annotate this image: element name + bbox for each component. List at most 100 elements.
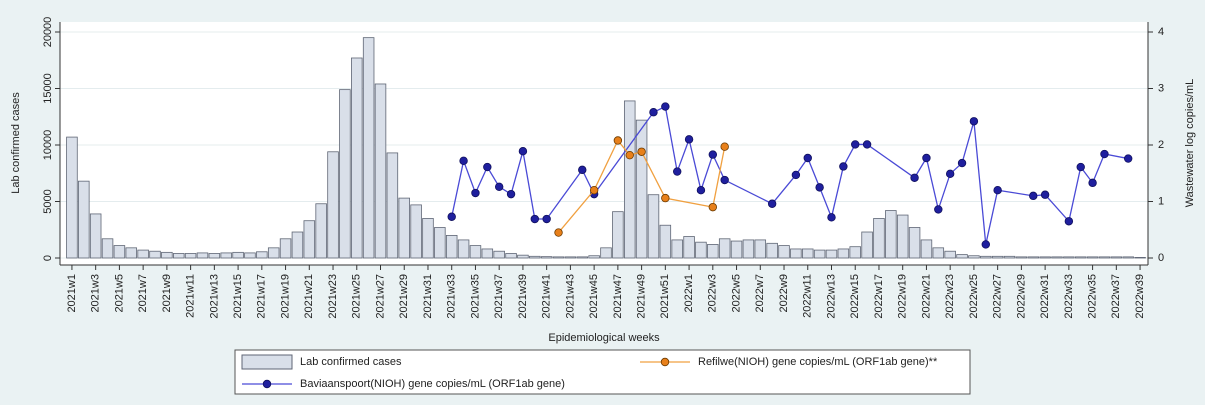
y-tick-label: 15000 [42,73,54,104]
bar [564,256,577,259]
bar [683,236,695,259]
y-tick-label: 5000 [42,189,54,213]
bar [315,203,327,259]
x-tick-label: 2021w27 [374,274,386,319]
bar [920,239,933,259]
series-line [558,139,726,233]
x-tick-label: 2022w23 [944,274,956,319]
x-tick-label: 2021w15 [232,274,244,319]
bar [908,227,921,259]
bar [540,256,553,259]
x-tick-label: 2022w25 [968,274,980,319]
series-marker [589,185,599,195]
series-marker [518,147,528,156]
x-tick-label: 2021w13 [208,274,220,319]
series-marker [684,135,694,144]
series-marker [471,188,480,198]
x-tick-label: 2021w37 [493,274,505,319]
series-marker [1100,149,1109,159]
x-tick-label: 2022w33 [1063,274,1075,319]
x-tick-label: 2022w13 [825,274,837,319]
bar [707,244,719,259]
series-marker [613,136,623,145]
series-marker [851,140,860,149]
bar [1039,256,1051,259]
series-marker [791,170,801,180]
legend [234,349,971,395]
x-tick-label: 2022w31 [1039,274,1051,319]
series-marker [696,185,706,195]
bar [778,245,790,259]
bar [505,253,517,259]
series-marker [862,140,872,149]
y-tick-label: 20000 [42,17,54,48]
bar [208,253,221,259]
series-marker [578,165,587,175]
x-tick-label: 2022w27 [992,274,1004,319]
x-tick-label: 2022w29 [1015,274,1027,319]
bar [220,252,232,259]
legend-label: Baviaanspoort(NIOH) gene copies/mL (ORF1… [300,378,565,390]
bar [303,220,316,259]
series-marker [708,202,718,212]
bar [885,210,897,259]
series-marker [625,150,634,160]
x-tick-label: 2021w19 [279,274,291,319]
bar [896,214,909,259]
x-tick-label: 2021w33 [446,274,458,319]
x-tick-label: 2021w25 [351,274,363,319]
x-tick-label: 2022w1 [683,274,695,313]
bar [1027,256,1039,259]
bar [588,255,600,259]
bar [173,253,185,259]
bar [184,253,197,259]
bar [600,247,612,259]
bar [730,240,743,259]
series-marker [1088,178,1097,188]
bar [849,246,861,259]
legend-swatch [241,354,293,370]
series-marker [815,183,824,192]
bar [718,238,731,259]
plot-area [60,22,1148,265]
x-tick-label: 2021w43 [564,274,576,319]
x-tick-label: 2022w11 [802,274,814,318]
bar [813,249,826,259]
bar [1134,257,1146,259]
series-marker [506,189,516,199]
bar [267,247,280,259]
legend-label: Lab confirmed cases [300,356,402,368]
bar [956,254,968,259]
bar [576,256,589,259]
bar [647,194,660,259]
bar [1063,256,1075,259]
bar [410,204,422,259]
x-tick-label: 2021w29 [398,274,410,319]
legend-marker [262,379,272,389]
bar [517,254,529,259]
x-tick-label: 2022w17 [873,274,885,319]
series-marker [673,167,682,176]
x-tick-label: 2022w9 [778,274,790,313]
bar [1003,255,1016,259]
bar [232,251,244,259]
y2-tick-label: 3 [1158,82,1164,94]
x-tick-label: 2022w19 [897,274,909,319]
bar [339,89,351,259]
bar [802,248,814,259]
x-tick-label: 2021w3 [90,274,102,313]
x-tick-label: 2022w39 [1134,274,1146,319]
series-marker [993,185,1002,195]
x-tick-label: 2021w1 [66,274,78,313]
legend-marker [660,357,670,367]
bar [374,83,387,259]
bar [991,255,1004,259]
series-marker [981,240,990,249]
series-marker [827,213,836,222]
bar [980,255,992,259]
bar [932,247,945,259]
bar [291,231,304,259]
y-tick-label: 0 [42,255,54,261]
x-tick-label: 2022w37 [1110,274,1122,319]
